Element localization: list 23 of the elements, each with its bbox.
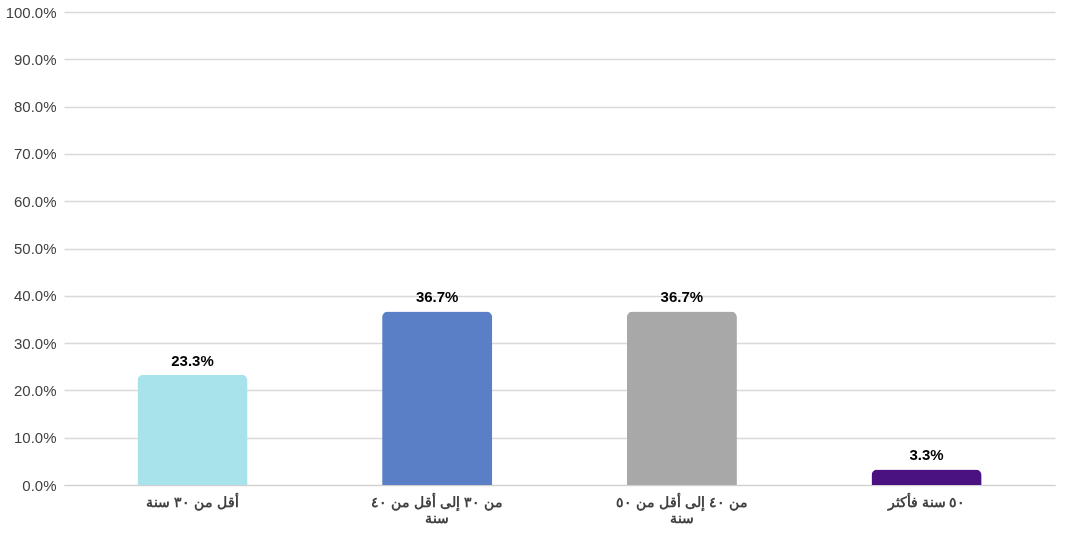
data-label: 3.3% (909, 446, 944, 464)
bar (626, 311, 737, 485)
x-tick-label: من ٣٠ إلى أقل من ٤٠ سنة (371, 491, 503, 526)
bar (871, 469, 982, 485)
y-tick-label: 100.0% (5, 3, 57, 21)
data-label: 36.7% (415, 288, 459, 306)
y-tick-label: 90.0% (13, 50, 57, 68)
y-tick-label: 50.0% (13, 240, 57, 257)
bar (137, 374, 248, 485)
y-tick-label: 20.0% (13, 381, 57, 399)
y-tick-label: 60.0% (13, 192, 57, 210)
y-tick-label: 30.0% (13, 334, 57, 352)
x-tick-label: أقل من ٣٠ سنة (146, 491, 239, 511)
data-label: 36.7% (660, 288, 704, 306)
y-tick-label: 80.0% (13, 98, 57, 116)
y-tick-label: 10.0% (13, 429, 57, 447)
y-tick-label: 70.0% (13, 145, 57, 163)
y-tick-label: 0.0% (22, 476, 57, 494)
bar (382, 311, 493, 485)
y-tick-label: 40.0% (13, 287, 57, 305)
x-tick-label: من ٤٠ إلى أقل من ٥٠ سنة (616, 491, 748, 526)
data-label: 23.3% (171, 351, 214, 369)
x-tick-label: ٥٠ سنة فأكثر (886, 491, 966, 511)
